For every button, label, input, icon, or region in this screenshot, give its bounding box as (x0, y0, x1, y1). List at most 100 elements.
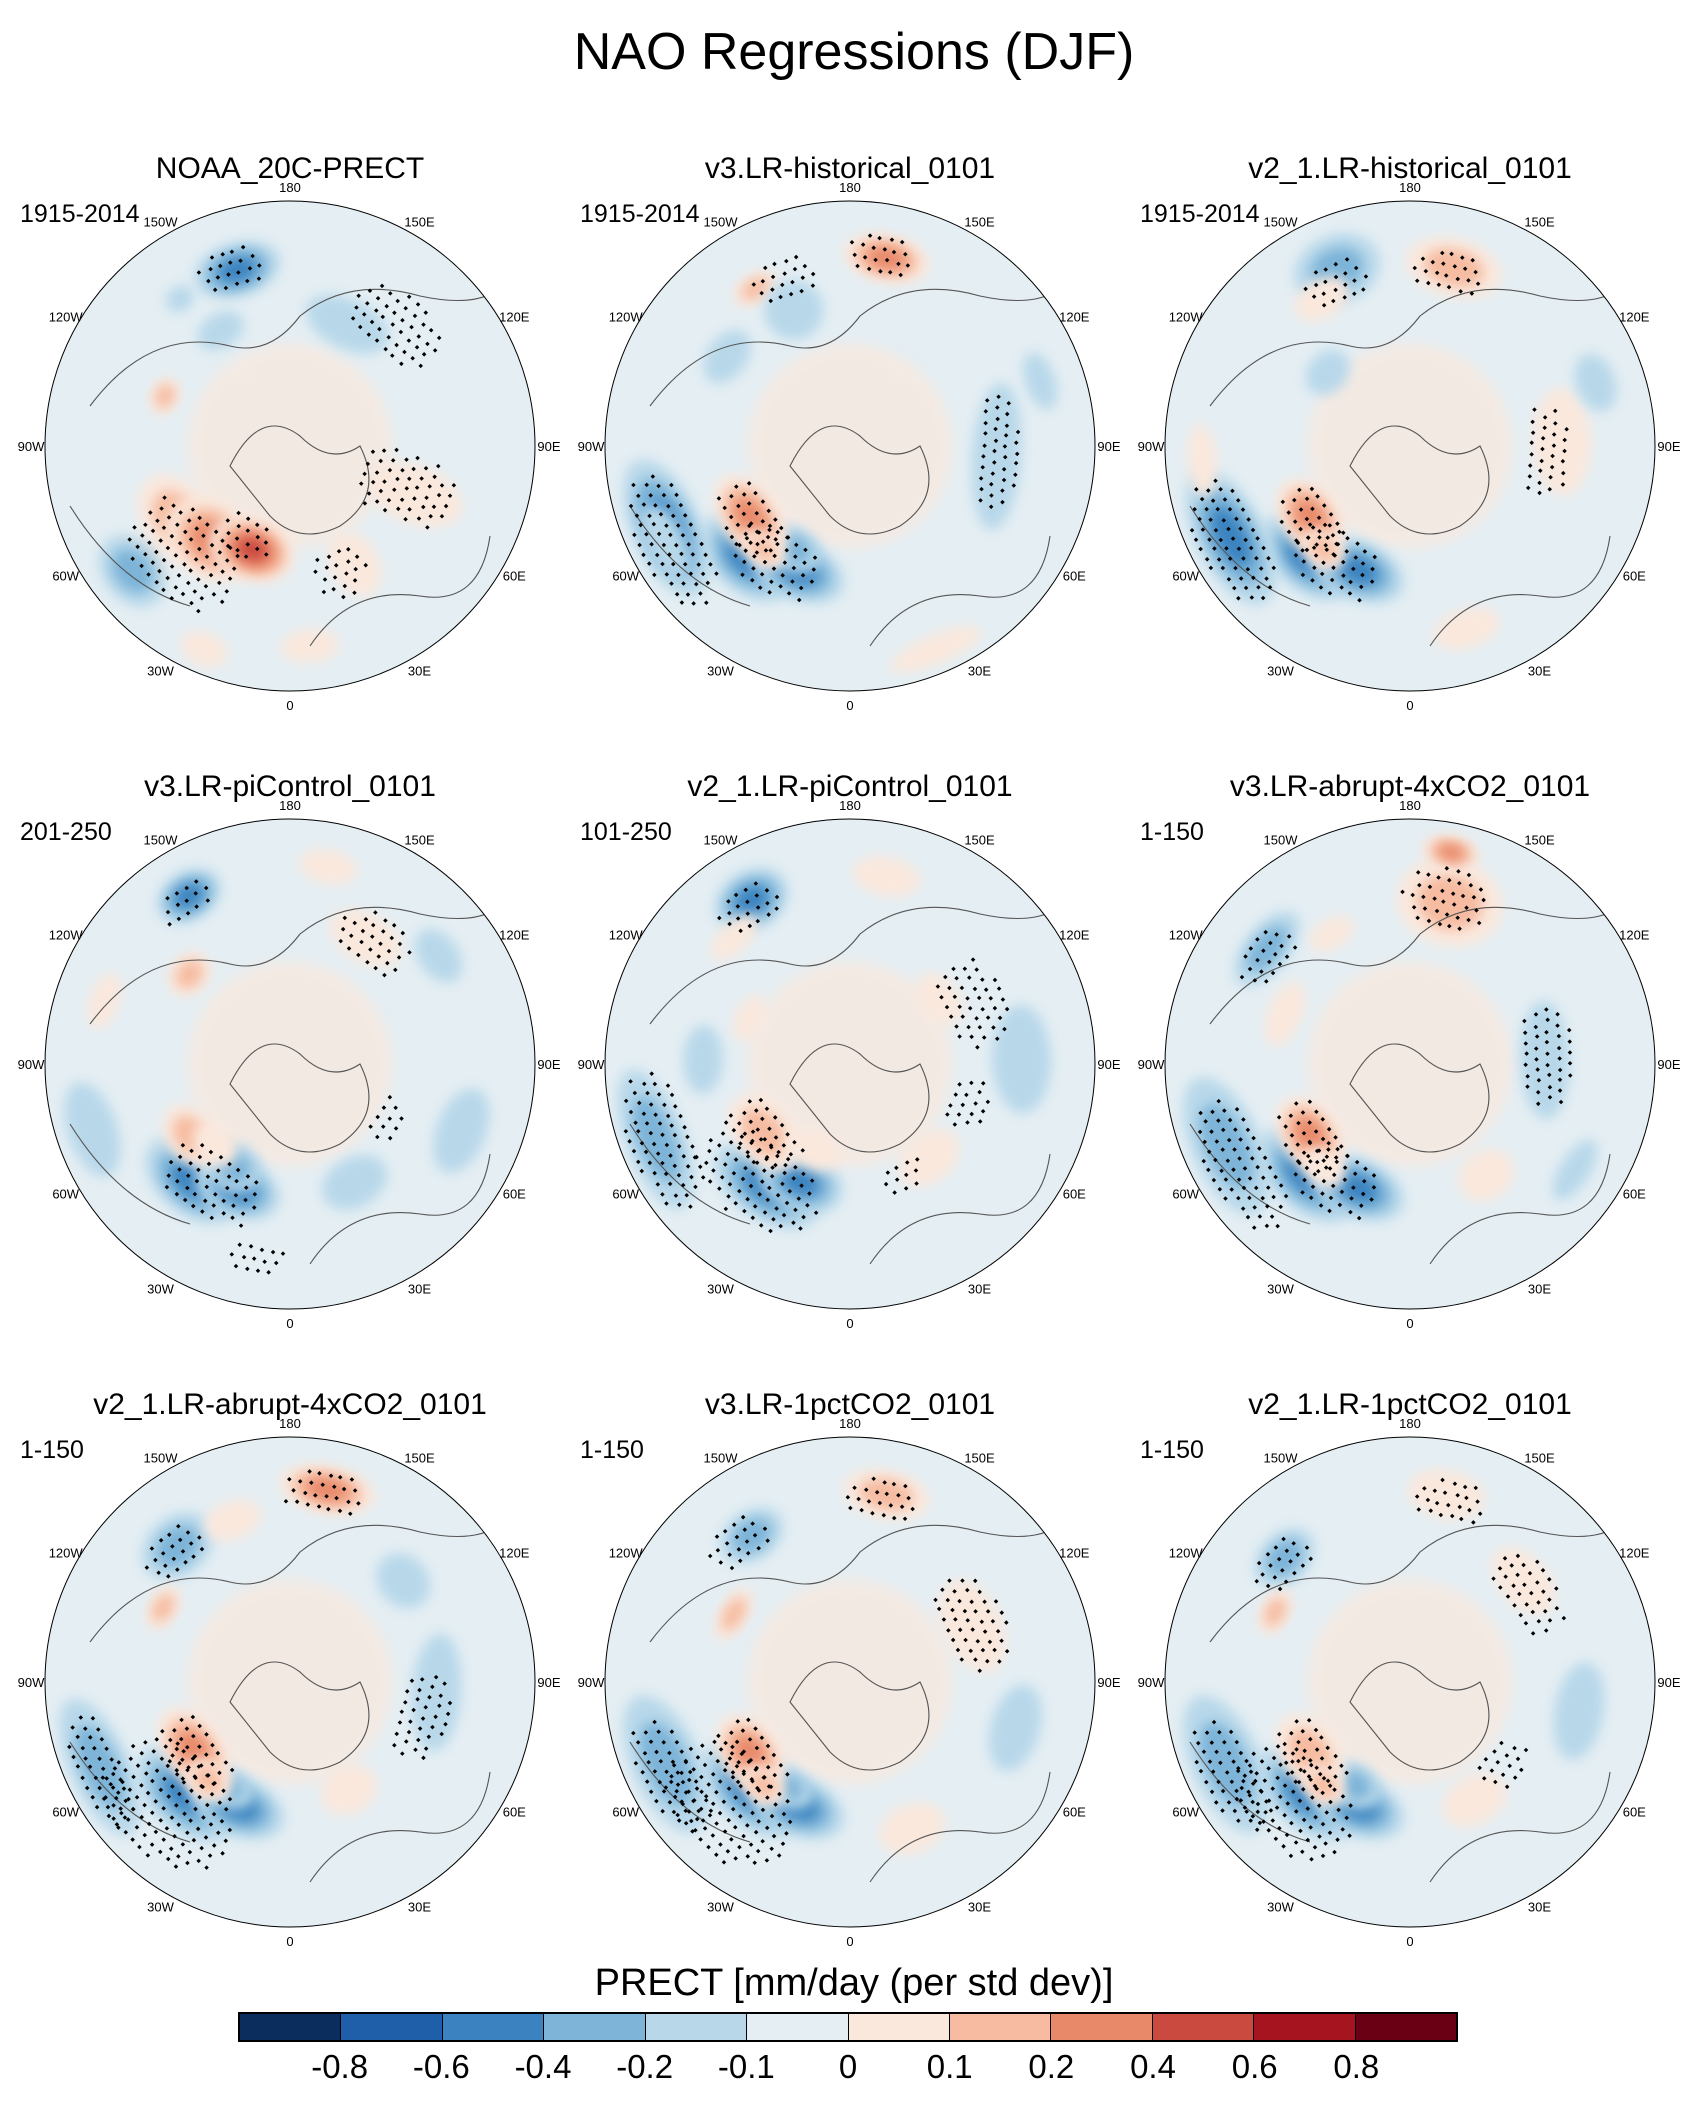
stipple-dot (176, 573, 182, 578)
map-border (1164, 1436, 1656, 1928)
stipple-dot (142, 1802, 147, 1808)
stipple-dot (406, 1729, 412, 1735)
stipple-dot (1300, 572, 1306, 578)
stipple-dot (358, 481, 364, 486)
longitude-label: 90W (18, 1057, 45, 1072)
stipple-dot (703, 1793, 709, 1799)
stipple-dot (769, 579, 774, 585)
stipple-dot (948, 1103, 953, 1108)
stipple-dot (675, 523, 681, 528)
stipple-dot (675, 1770, 681, 1775)
stipple-dot (1308, 1556, 1314, 1562)
stipple-dot (243, 1197, 248, 1203)
stipple-dot (1249, 1156, 1255, 1161)
stipple-dot (648, 1789, 654, 1795)
stipple-dot (791, 565, 797, 571)
stipple-dot (211, 1843, 217, 1848)
stipple-dot (664, 1769, 669, 1774)
stipple-dot (1473, 269, 1478, 275)
stipple-dot (737, 1121, 742, 1126)
stipple-dot (787, 1188, 793, 1194)
anomaly-contour (898, 1128, 960, 1187)
stipple-dot (753, 881, 759, 886)
longitude-label: 150W (704, 1451, 739, 1466)
stipple-dot (190, 1714, 196, 1720)
stipple-dot (1249, 595, 1255, 600)
stipple-dot (229, 1252, 235, 1257)
stipple-dot (728, 514, 734, 520)
stipple-dot (192, 1753, 198, 1759)
polar-map: 180 150E 120E 90E 60E 30E 0 30W 60W 90W 120W 150W (1138, 180, 1681, 713)
stipple-dot (885, 1170, 891, 1175)
colorbar-segment (442, 2014, 545, 2040)
stipple-dot (1297, 487, 1302, 493)
stipple-dot (682, 561, 688, 567)
stipple-dot (940, 1587, 945, 1593)
stipple-dot (1204, 1730, 1210, 1736)
stipple-dot (627, 1139, 632, 1144)
stipple-dot (1535, 1090, 1541, 1095)
stipple-dot (775, 541, 780, 547)
stipple-dot (965, 1587, 970, 1593)
panel-period: 1-150 (20, 1436, 84, 1464)
stipple-dot (1282, 1750, 1288, 1756)
stipple-dot (1198, 1768, 1204, 1774)
stipple-dot (1356, 1215, 1362, 1221)
coastline (69, 1123, 191, 1225)
stipple-dot (1324, 1154, 1330, 1160)
stipple-dot (436, 492, 442, 498)
stipple-dot (1331, 565, 1336, 570)
anomaly-contour (111, 548, 154, 593)
stipple-dot (1331, 552, 1336, 557)
stipple-dot (162, 495, 167, 500)
stipple-dot (736, 1760, 741, 1765)
stipple-dot (1540, 1568, 1546, 1573)
longitude-label: 120W (609, 310, 644, 325)
stipple-dot (196, 1858, 201, 1864)
stipple-dot (404, 486, 410, 491)
stipple-dot (1313, 553, 1319, 558)
stipple-dot (1553, 421, 1558, 426)
stipple-dot (135, 544, 140, 550)
stipple-dot (1342, 295, 1347, 300)
stipple-dot (1522, 1018, 1527, 1024)
anomaly-contour (749, 1772, 777, 1798)
stipple-dot (800, 572, 806, 578)
anomaly-contour (368, 462, 463, 528)
stipple-dot (110, 1785, 116, 1790)
stipple-dot (959, 1657, 965, 1662)
longitude-label: 180 (839, 180, 861, 195)
stipple-dot (1530, 430, 1536, 436)
stipple-dot (1562, 448, 1567, 454)
stipple-dot (1209, 1129, 1214, 1134)
stipple-dot (1195, 1740, 1201, 1746)
stipple-dot (950, 1637, 956, 1643)
stipple-dot (1502, 1556, 1508, 1561)
stipple-dot (746, 481, 752, 486)
stipple-dot (708, 1137, 714, 1143)
stipple-dot (970, 1627, 975, 1632)
stipple-dot (1004, 423, 1010, 428)
longitude-label: 150E (404, 1451, 435, 1466)
stipple-dot (765, 900, 770, 906)
stipple-dot (1207, 1759, 1213, 1764)
stipple-dot (1414, 278, 1420, 284)
stipple-dot (737, 1844, 742, 1850)
anomaly-contour (176, 960, 203, 989)
stipple-dot (189, 600, 194, 606)
stipple-dot (197, 1794, 202, 1800)
stipple-dot (1344, 257, 1350, 262)
stipple-dot (144, 1771, 149, 1776)
longitude-label: 30W (707, 663, 734, 678)
polar-wash (1307, 343, 1513, 549)
stipple-dot (1311, 294, 1317, 299)
anomaly-contour (734, 1735, 766, 1771)
stipple-dot (1449, 251, 1454, 257)
stipple-dot (1241, 1117, 1246, 1122)
stipple-dot (380, 314, 386, 320)
colorbar-tick-label: 0.4 (1130, 2048, 1176, 2085)
stipple-dot (716, 1733, 721, 1739)
stipple-dot (1236, 1818, 1241, 1823)
stipple-dot (380, 929, 386, 934)
stipple-dot (387, 467, 393, 473)
